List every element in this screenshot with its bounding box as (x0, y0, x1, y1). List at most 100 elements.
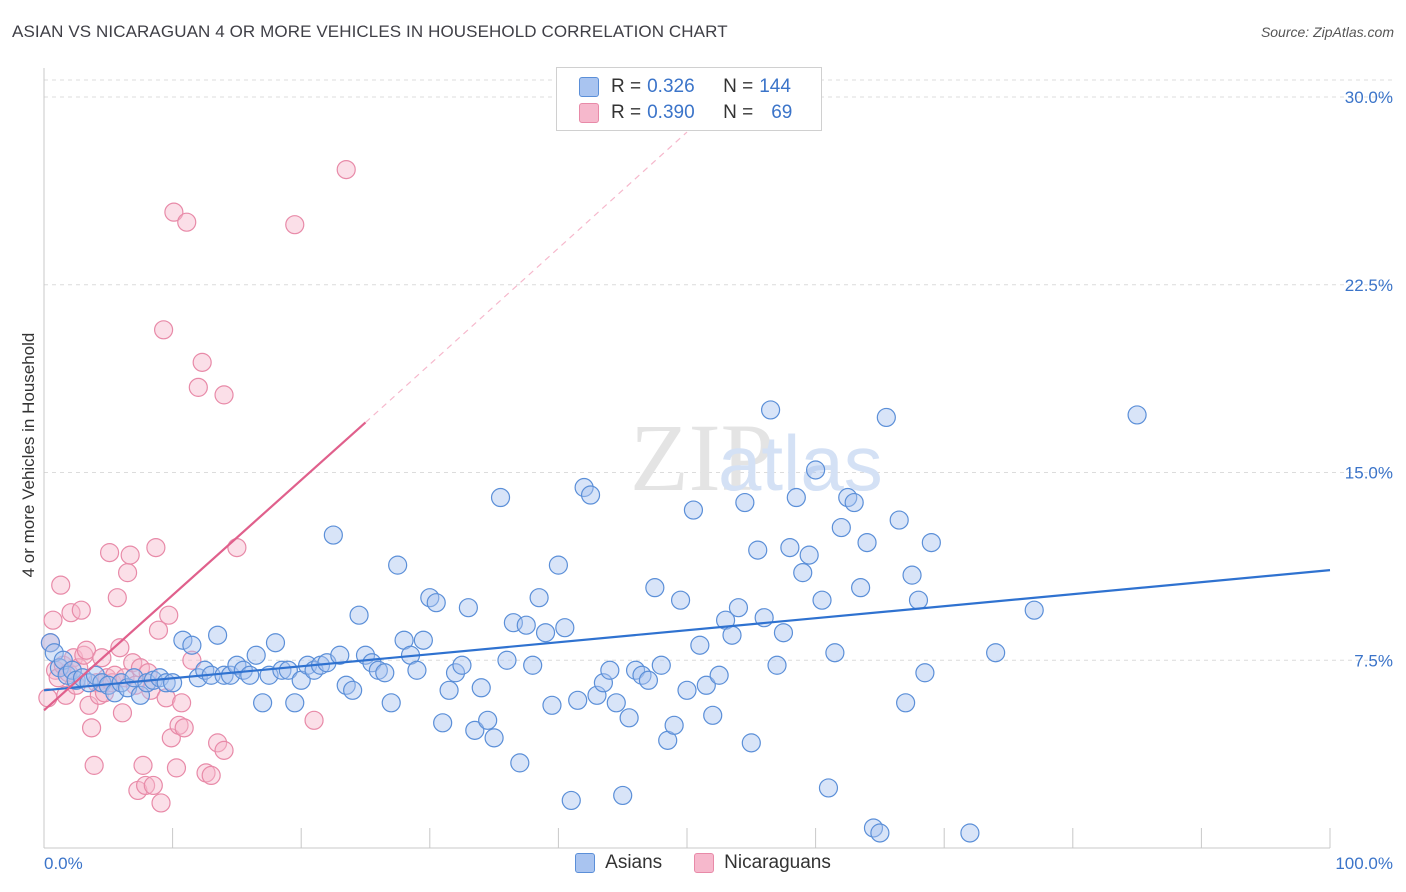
asian-point (40, 633, 61, 653)
asian-point (760, 400, 781, 420)
asian-point (173, 630, 193, 650)
asian-point (645, 578, 665, 598)
watermark-zip: ZIP (630, 404, 774, 511)
asian-point (227, 655, 247, 675)
asian-point (735, 492, 755, 513)
nicaraguan-point (285, 215, 305, 235)
asian-point (1024, 600, 1044, 620)
asians-points (40, 400, 1147, 843)
asian-point (433, 713, 453, 733)
legend-r-label: R = (611, 76, 642, 97)
asian-point (465, 720, 485, 740)
legend-item-nicaraguans[interactable]: Nicaraguans (694, 852, 831, 874)
asian-point (709, 665, 729, 685)
watermark: ZIP atlas (630, 404, 883, 511)
asian-point (780, 537, 800, 558)
trend-lines (43, 131, 1331, 712)
asian-point (728, 598, 749, 618)
asian-point (651, 655, 671, 675)
nicaraguan-point (51, 575, 71, 595)
asian-point (130, 685, 151, 705)
nicaraguans-swatch (579, 103, 599, 123)
nicaraguans-trend-line (43, 421, 367, 712)
nicaraguan-point (166, 758, 187, 778)
legend-r-value: 0.390 (647, 102, 695, 123)
asian-point (574, 477, 594, 498)
asian-point (767, 655, 787, 675)
asian-point (625, 660, 646, 680)
nicaraguan-point (71, 600, 91, 620)
axes (43, 68, 1331, 849)
asian-point (876, 407, 896, 428)
asian-point (445, 663, 466, 683)
nicaraguan-point (143, 775, 163, 796)
x-tick-label: 100.0% (1335, 854, 1393, 873)
asian-point (426, 593, 446, 613)
asian-point (471, 678, 491, 698)
asian-point (863, 818, 884, 838)
asian-point (818, 778, 839, 798)
asian-point (381, 693, 401, 713)
asian-point (805, 460, 826, 480)
x-tick-label: 0.0% (44, 854, 83, 873)
nicaraguan-point (304, 710, 324, 730)
asian-point (838, 487, 858, 508)
asian-point (896, 693, 916, 713)
asian-point (638, 670, 659, 690)
nicaraguan-point (174, 718, 194, 738)
chart-title: ASIAN VS NICARAGUAN 4 OR MORE VEHICLES I… (12, 22, 728, 41)
nicaraguan-point (196, 763, 216, 783)
legend-n-value: 144 (759, 76, 791, 97)
asian-point (773, 623, 794, 643)
asian-point (799, 545, 819, 565)
asian-point (323, 525, 343, 545)
asian-point (163, 673, 183, 693)
legend-n-value: 69 (771, 102, 793, 123)
nicaraguan-point (208, 733, 228, 753)
asian-point (722, 625, 742, 645)
legend-n-label: N = (723, 76, 754, 97)
nicaraguan-point (336, 159, 356, 180)
asian-point (510, 753, 530, 773)
asian-point (535, 623, 556, 643)
nicaraguan-point (146, 537, 166, 558)
asian-point (548, 555, 569, 575)
nicaraguan-point (79, 695, 99, 715)
stats-legend: R = 0.326 N = 144 R = 0.390 N = 69 (556, 67, 822, 131)
nicaraguan-point (214, 740, 234, 760)
nicaraguan-point (164, 202, 184, 222)
asian-point (478, 710, 498, 730)
legend-item-asians[interactable]: Asians (575, 852, 662, 874)
nicaraguan-point (172, 693, 192, 713)
asian-point (349, 605, 369, 625)
nicaraguan-point (188, 377, 208, 397)
nicaraguan-point (110, 638, 130, 658)
asian-point (240, 665, 260, 685)
asian-point (439, 680, 459, 700)
asian-point (593, 673, 614, 693)
asian-point (664, 715, 684, 735)
asian-point (908, 590, 929, 610)
asian-point (278, 660, 298, 680)
series-legend: Asians Nicaraguans (0, 852, 1406, 874)
nicaraguan-point (56, 685, 76, 705)
asian-point (208, 625, 228, 645)
asian-point (960, 823, 980, 843)
asian-point (523, 655, 543, 675)
nicaraguan-point (148, 620, 169, 640)
nicaraguan-point (99, 543, 120, 563)
asian-point (632, 665, 652, 685)
asian-point (683, 500, 704, 520)
asian-point (786, 487, 806, 508)
nicaraguan-point (201, 765, 221, 786)
nicaraguan-point (227, 537, 247, 558)
y-tick-label: 15.0% (1345, 464, 1393, 483)
nicaraguan-point (84, 755, 104, 775)
asian-point (580, 485, 601, 505)
asian-point (870, 823, 890, 843)
y-tick-label: 7.5% (1354, 651, 1393, 670)
asian-point (253, 693, 273, 713)
asian-point (458, 598, 478, 618)
asian-point (420, 588, 440, 608)
nicaraguan-point (76, 640, 97, 660)
